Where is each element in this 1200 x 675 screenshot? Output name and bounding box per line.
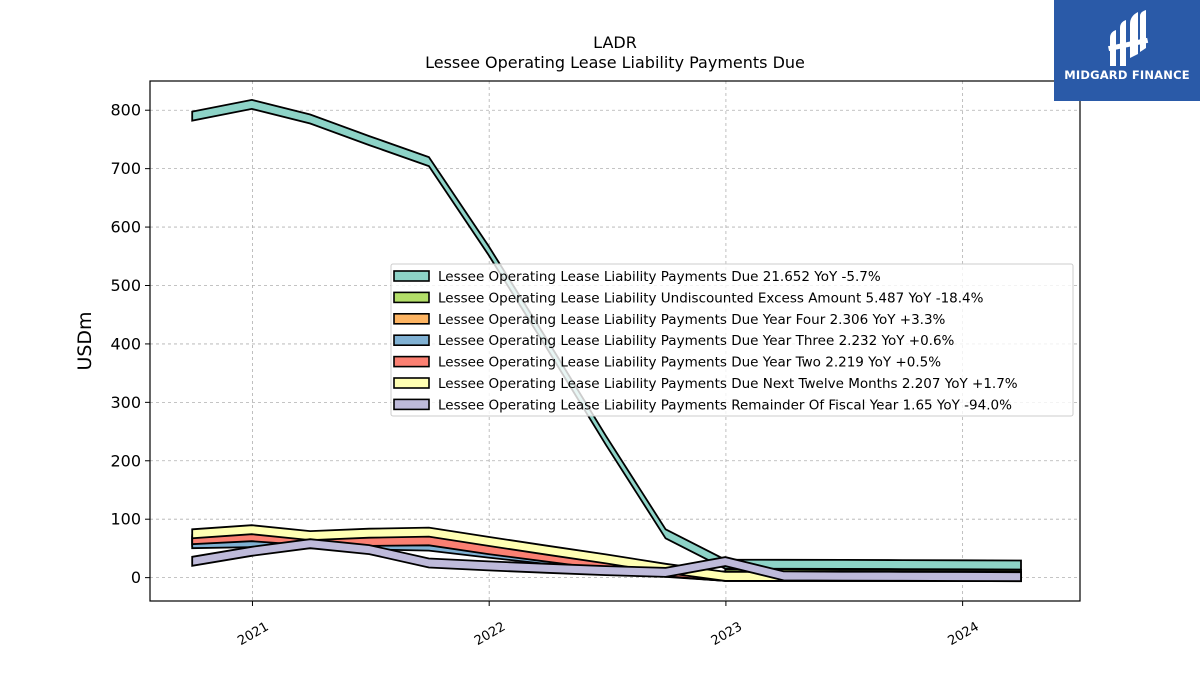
plot-frame [149, 80, 1081, 602]
brand-logo: MIDGARD FINANCE [1054, 0, 1200, 101]
legend-label-6: Lessee Operating Lease Liability Payment… [438, 397, 1012, 413]
y-tick-label-1: 100 [110, 510, 141, 529]
legend-swatch-0 [393, 270, 430, 282]
y-tick-label-5: 500 [110, 276, 141, 295]
x-tick-label-2: 2023 [709, 619, 745, 649]
legend-label-5: Lessee Operating Lease Liability Payment… [438, 376, 1018, 392]
legend-swatch-6 [393, 398, 430, 411]
legend-label-1: Lessee Operating Lease Liability Undisco… [438, 290, 984, 306]
legend-swatch-1 [393, 291, 430, 304]
legend-swatch-3 [393, 334, 430, 347]
y-tick-label-0: 0 [131, 568, 141, 587]
legend-swatch-5 [393, 377, 430, 389]
series-areas [191, 98, 1022, 583]
legend-label-0: Lessee Operating Lease Liability Payment… [438, 269, 881, 285]
y-tick-label-2: 200 [110, 451, 141, 470]
legend: Lessee Operating Lease Liability Payment… [390, 263, 1074, 417]
midgard-logo-icon [1108, 10, 1149, 66]
series-band-6 [191, 538, 1022, 583]
y-tick-label-7: 700 [110, 159, 141, 178]
legend-frame [390, 263, 1074, 417]
chart-subtitle: Lessee Operating Lease Liability Payment… [425, 53, 805, 72]
brand-name: MIDGARD FINANCE [1064, 68, 1190, 82]
y-axis-label: USDm [74, 311, 96, 370]
legend-label-3: Lessee Operating Lease Liability Payment… [438, 333, 955, 349]
y-axis: 0 100 200 300 400 500 600 700 800 [110, 101, 150, 587]
y-tick-label-4: 400 [110, 334, 141, 353]
legend-label-4: Lessee Operating Lease Liability Payment… [438, 355, 941, 371]
y-tick-label-3: 300 [110, 393, 141, 412]
x-tick-label-3: 2024 [945, 619, 981, 649]
x-tick-label-1: 2022 [472, 619, 508, 649]
chart-title: LADR [593, 33, 637, 52]
legend-swatch-4 [393, 355, 430, 368]
x-tick-label-0: 2021 [235, 619, 271, 649]
legend-swatch-2 [393, 312, 430, 325]
y-tick-label-6: 600 [110, 218, 141, 237]
x-axis: 2021 2022 2023 2024 [235, 601, 982, 649]
legend-label-2: Lessee Operating Lease Liability Payment… [438, 312, 946, 328]
y-tick-label-8: 800 [110, 101, 141, 120]
